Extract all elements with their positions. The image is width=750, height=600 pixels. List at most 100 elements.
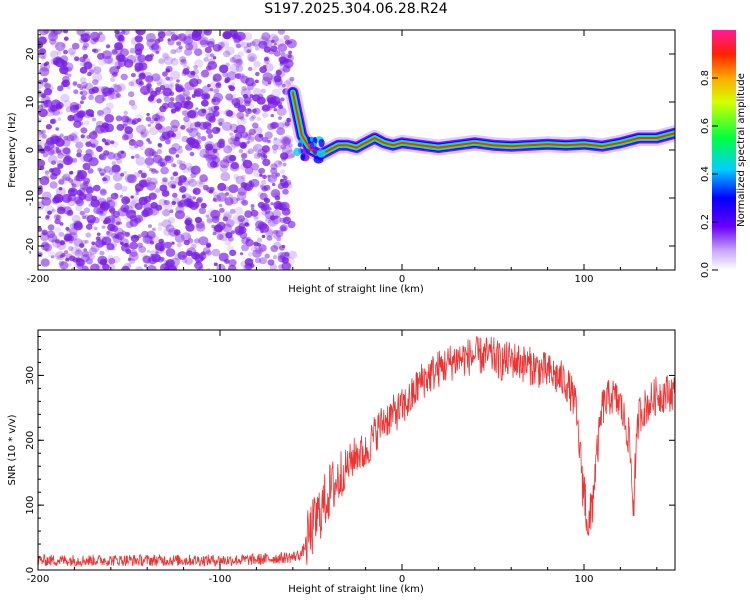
noise-speckle [174, 106, 181, 112]
noise-speckle [271, 215, 282, 225]
noise-speckle [39, 67, 50, 77]
noise-speckle [212, 191, 218, 197]
noise-speckle [79, 121, 84, 126]
noise-speckle [42, 191, 52, 201]
noise-speckle [250, 209, 259, 217]
noise-speckle [75, 173, 85, 182]
noise-speckle [202, 67, 213, 77]
signal-onset-blob [293, 147, 301, 157]
noise-speckle [226, 71, 237, 81]
noise-speckle [238, 149, 244, 154]
noise-speckle [270, 189, 281, 198]
noise-speckle [51, 99, 61, 109]
noise-speckle [179, 163, 187, 170]
snr-ylabel: SNR (10 * v/v) [7, 414, 18, 485]
noise-speckle [193, 74, 200, 81]
noise-speckle [230, 161, 239, 170]
noise-speckle [135, 30, 146, 36]
noise-speckle [253, 143, 263, 153]
noise-speckle [239, 198, 247, 205]
noise-speckle [76, 30, 86, 36]
noise-speckle [38, 159, 46, 168]
noise-speckle [213, 262, 218, 267]
noise-speckle [279, 135, 289, 145]
noise-speckle [49, 135, 60, 145]
noise-speckle [146, 182, 152, 188]
noise-speckle [267, 174, 277, 183]
noise-speckle [252, 94, 261, 102]
noise-speckle [216, 233, 224, 241]
noise-speckle [112, 172, 123, 182]
noise-speckle [145, 32, 156, 43]
noise-speckle [288, 250, 298, 259]
noise-speckle [189, 151, 195, 157]
y-tick-label: 100 [25, 496, 36, 515]
noise-speckle [250, 163, 259, 171]
noise-speckle [205, 53, 211, 58]
noise-speckle [112, 247, 116, 251]
noise-speckle [68, 232, 78, 241]
noise-speckle [235, 65, 244, 72]
noise-speckle [212, 162, 219, 168]
noise-speckle [227, 137, 236, 145]
noise-speckle [169, 91, 175, 96]
noise-speckle [160, 166, 169, 175]
noise-speckle [38, 48, 47, 55]
noise-speckle [277, 43, 288, 52]
noise-speckle [56, 206, 66, 215]
noise-speckle [273, 234, 279, 240]
noise-speckle [111, 161, 117, 166]
noise-speckle [128, 251, 139, 261]
noise-speckle [166, 130, 175, 138]
noise-speckle [253, 212, 261, 220]
noise-speckle [280, 152, 289, 160]
noise-speckle [85, 141, 92, 148]
noise-speckle [225, 192, 230, 196]
noise-speckle [84, 193, 94, 202]
noise-speckle [123, 242, 129, 248]
noise-speckle [284, 121, 290, 127]
noise-speckle [110, 77, 115, 82]
noise-speckle [63, 36, 69, 41]
noise-speckle [188, 178, 198, 187]
noise-speckle [276, 237, 282, 242]
noise-speckle [281, 83, 286, 88]
noise-speckle [161, 52, 169, 59]
noise-speckle [42, 77, 48, 83]
noise-speckle [242, 159, 253, 169]
noise-speckle [129, 218, 139, 227]
noise-speckle [281, 261, 292, 270]
noise-speckle [187, 195, 195, 202]
noise-speckle [102, 107, 112, 116]
noise-speckle [38, 45, 41, 49]
noise-speckle [259, 223, 270, 233]
noise-speckle [51, 208, 56, 213]
noise-speckle [215, 82, 222, 89]
noise-speckle [79, 210, 85, 216]
noise-speckle [223, 186, 230, 192]
noise-speckle [159, 245, 165, 251]
noise-speckle [44, 248, 49, 252]
noise-speckle [97, 109, 104, 116]
noise-speckle [43, 88, 53, 96]
noise-speckle [79, 77, 87, 84]
noise-speckle [231, 54, 242, 64]
noise-speckle [128, 99, 136, 106]
noise-speckle [120, 185, 128, 192]
noise-speckle [96, 197, 107, 206]
noise-speckle [110, 164, 121, 174]
noise-speckle [52, 57, 61, 65]
noise-speckle [267, 174, 271, 178]
noise-speckle [186, 176, 195, 184]
noise-speckle [163, 266, 170, 270]
noise-speckle [274, 160, 283, 168]
noise-speckle [161, 219, 172, 229]
noise-speckle [55, 41, 66, 52]
noise-speckle [258, 244, 267, 252]
noise-speckle [99, 258, 108, 266]
noise-speckle [135, 266, 143, 270]
noise-speckle [157, 31, 166, 39]
noise-speckle [229, 154, 237, 162]
noise-speckle [79, 66, 88, 74]
noise-speckle [264, 63, 274, 72]
